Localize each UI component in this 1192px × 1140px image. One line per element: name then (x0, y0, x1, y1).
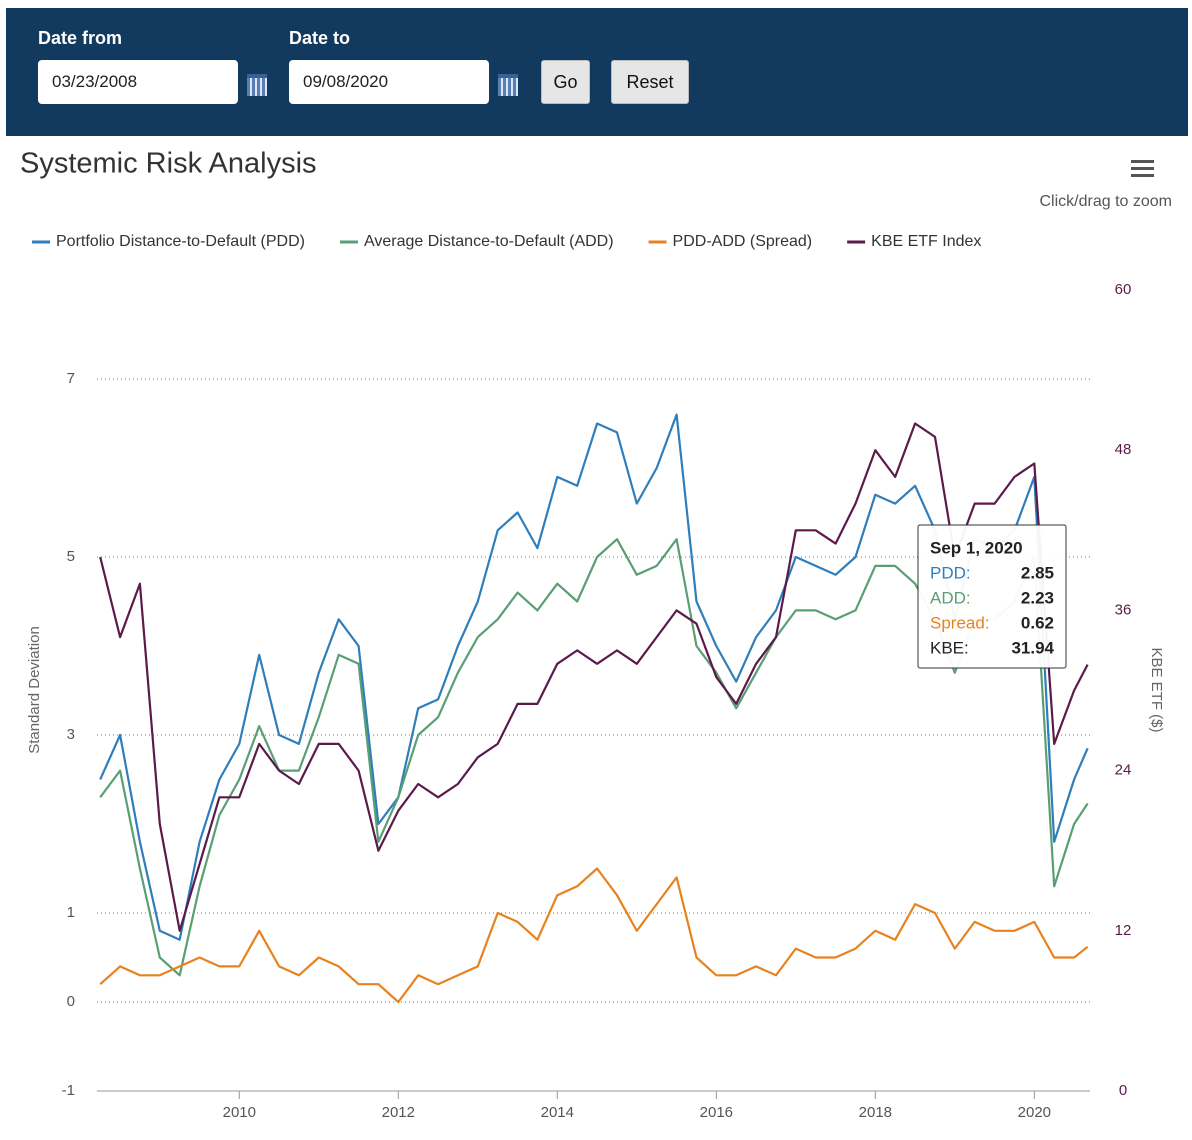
series-line (99, 867, 1089, 1004)
menu-bar (1131, 167, 1154, 170)
y-tick-label: 5 (67, 548, 75, 565)
legend-item[interactable]: Portfolio Distance-to-Default (PDD) (32, 233, 305, 250)
date-to-label: Date to (289, 28, 351, 48)
y2-tick-label: 24 (1115, 762, 1132, 779)
x-tick-label: 2012 (382, 1104, 415, 1121)
y-tick-label: 7 (67, 370, 75, 387)
x-tick-label: 2016 (700, 1104, 733, 1121)
x-tick-label: 2018 (859, 1104, 892, 1121)
menu-bar (1131, 174, 1154, 177)
tooltip-label: PDD: (930, 563, 971, 582)
y-axis-title: Standard Deviation (26, 626, 43, 754)
tooltip: Sep 1, 2020 PDD: 2.85 ADD: 2.23 Spread: 0.62 KB… (917, 524, 1067, 669)
legend-label: Average Distance-to-Default (ADD) (364, 233, 614, 250)
reset-button[interactable]: Reset (611, 60, 689, 104)
y-tick-label: 0 (67, 993, 75, 1010)
y-tick-label: 1 (67, 904, 75, 921)
chart: Systemic Risk Analysis Click/drag to zoo… (20, 148, 1173, 1121)
y2-axis-title: KBE ETF ($) (1148, 647, 1165, 732)
x-tick-label: 2020 (1018, 1104, 1051, 1121)
menu-bar (1131, 160, 1154, 163)
legend-label: Portfolio Distance-to-Default (PDD) (56, 233, 305, 250)
y-tick-label: -1 (62, 1082, 75, 1099)
tooltip-box (917, 524, 1067, 669)
tooltip-label: ADD: (930, 588, 971, 607)
legend-label: KBE ETF Index (871, 233, 981, 250)
series-line (99, 413, 1089, 941)
tooltip-label: Spread: (930, 613, 990, 632)
y2-tick-label: 0 (1119, 1082, 1127, 1099)
y-tick-label: 3 (67, 726, 75, 743)
legend-item[interactable]: Average Distance-to-Default (ADD) (339, 233, 614, 250)
legend-item[interactable]: PDD-ADD (Spread) (648, 233, 813, 250)
calendar-icon[interactable] (498, 74, 518, 96)
x-tick-label: 2014 (541, 1104, 574, 1121)
date-form: Date from 03/23/2008 Date to 09/08/2020 … (6, 8, 1188, 136)
tooltip-value: 2.23 (1021, 588, 1054, 607)
y2-tick-label: 60 (1115, 281, 1132, 298)
x-tick-label: 2010 (223, 1104, 256, 1121)
tooltip-label: KBE: (930, 638, 969, 657)
tooltip-value: 0.62 (1021, 613, 1054, 632)
tooltip-title: Sep 1, 2020 (930, 538, 1023, 557)
zoom-hint: Click/drag to zoom (1040, 193, 1173, 210)
y2-tick-label: 36 (1115, 601, 1132, 618)
y2-tick-label: 12 (1115, 922, 1132, 939)
date-to-input[interactable]: 09/08/2020 (289, 60, 489, 104)
series-line (99, 422, 1089, 932)
chart-title: Systemic Risk Analysis (20, 148, 317, 180)
date-from-input[interactable]: 03/23/2008 (38, 60, 238, 104)
date-from-label: Date from (38, 28, 123, 48)
tooltip-value: 2.85 (1021, 563, 1054, 582)
calendar-icon[interactable] (247, 74, 267, 96)
legend-label: PDD-ADD (Spread) (673, 233, 813, 250)
y2-tick-label: 48 (1115, 441, 1132, 458)
menu-button[interactable] (1131, 160, 1154, 177)
go-button[interactable]: Go (541, 60, 590, 104)
tooltip-value: 31.94 (1011, 638, 1054, 657)
legend-item[interactable]: KBE ETF Index (847, 233, 981, 250)
